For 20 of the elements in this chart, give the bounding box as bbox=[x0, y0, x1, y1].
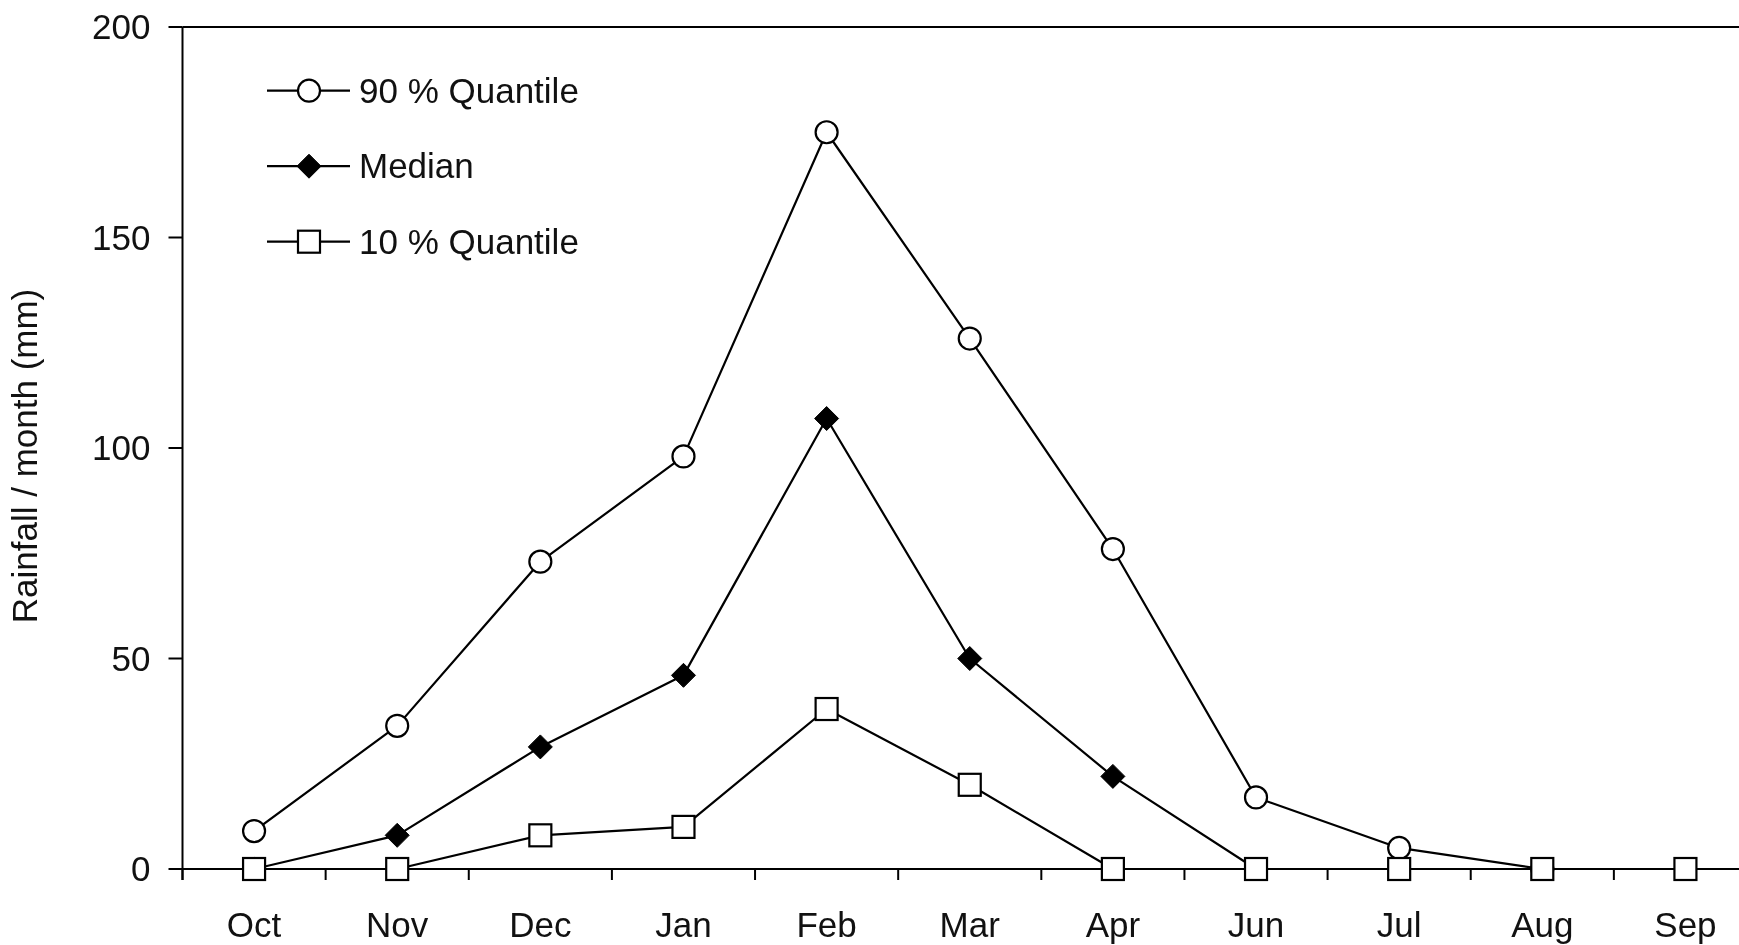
y-tick-label: 150 bbox=[92, 217, 151, 257]
x-tick-label: Dec bbox=[509, 905, 572, 944]
legend-label: 10 % Quantile bbox=[359, 221, 579, 261]
x-tick-label: Apr bbox=[1085, 905, 1141, 944]
x-tick-label: Feb bbox=[796, 905, 857, 944]
x-tick-label: Aug bbox=[1511, 905, 1574, 944]
legend-label: Median bbox=[359, 146, 474, 186]
x-tick-label: Jul bbox=[1376, 905, 1422, 944]
legend-label: 90 % Quantile bbox=[359, 70, 579, 110]
x-tick-label: Jan bbox=[655, 905, 712, 944]
x-tick-label: Sep bbox=[1654, 905, 1717, 944]
x-tick-label: Mar bbox=[939, 905, 1001, 944]
y-tick-label: 0 bbox=[131, 849, 151, 889]
y-tick-label: 50 bbox=[111, 638, 151, 678]
x-tick-label: Nov bbox=[366, 905, 429, 944]
y-axis-title: Rainfall / month (mm) bbox=[5, 288, 44, 624]
y-tick-label: 100 bbox=[92, 428, 151, 468]
x-tick-label: Jun bbox=[1227, 905, 1285, 944]
x-tick-label: Oct bbox=[226, 905, 282, 944]
y-tick-label: 200 bbox=[92, 7, 151, 47]
